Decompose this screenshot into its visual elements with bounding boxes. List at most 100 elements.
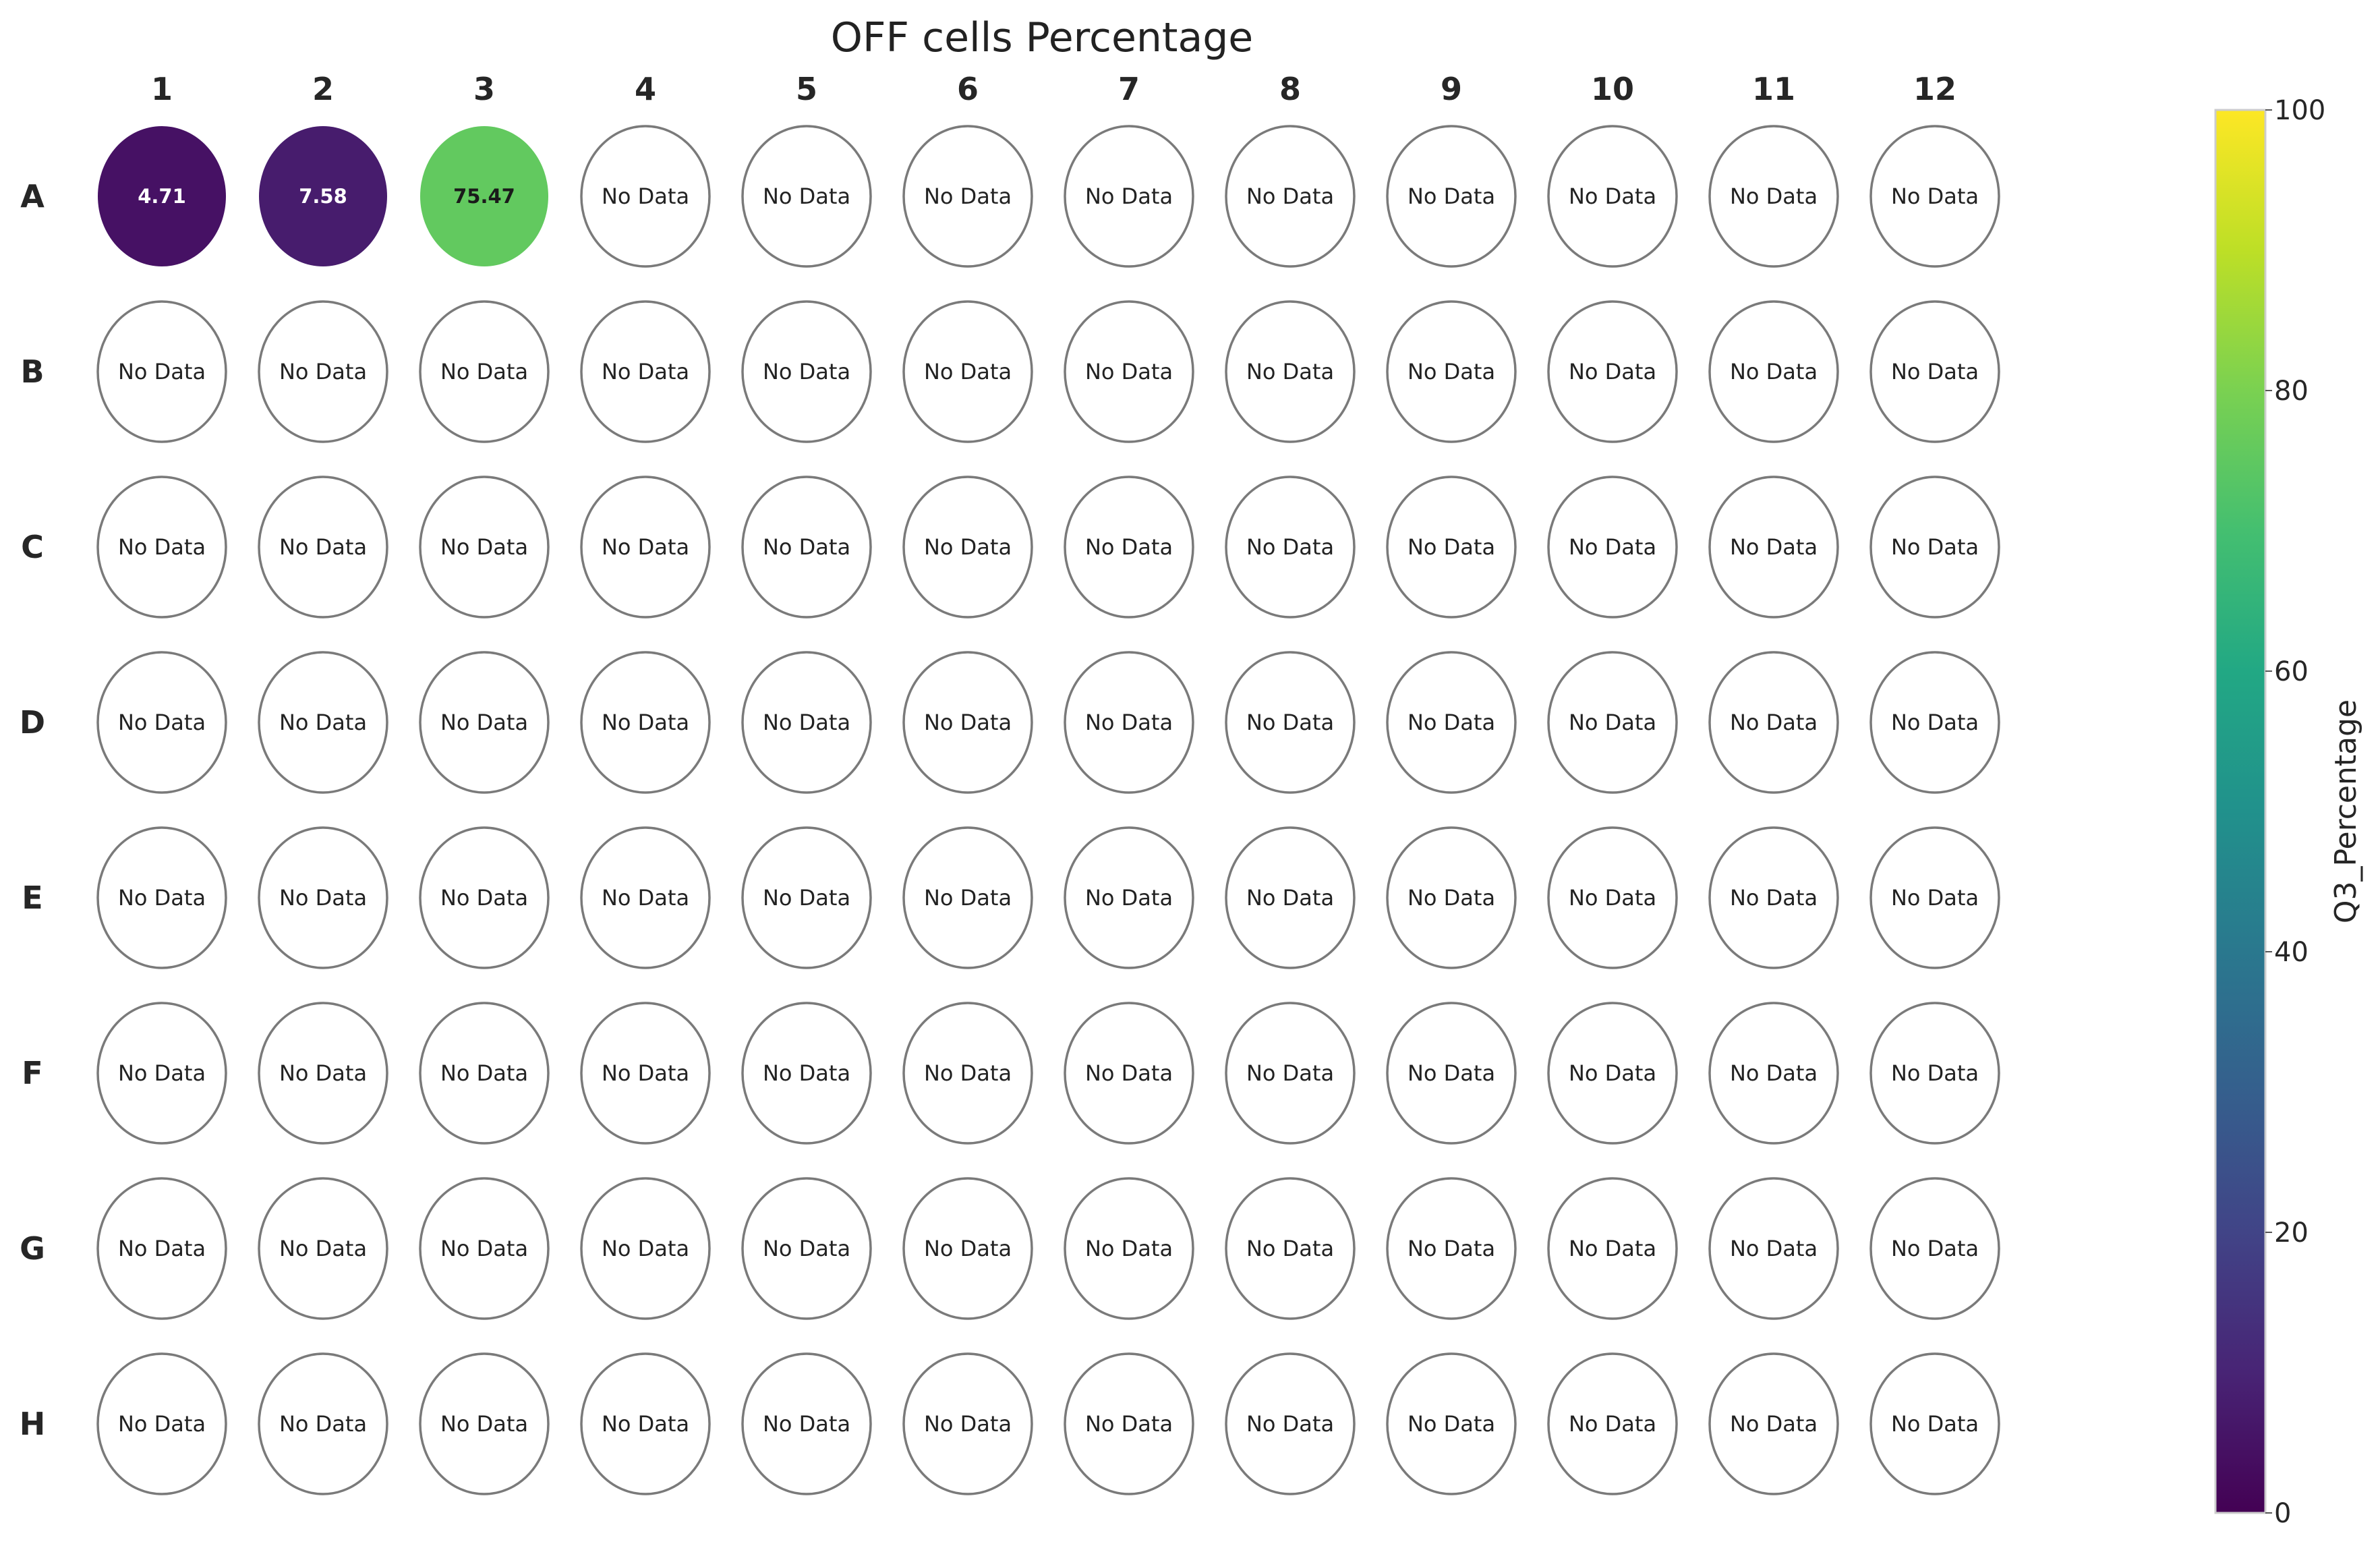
well-E11: No Data: [1708, 826, 1839, 969]
well-F3: No Data: [419, 1002, 550, 1145]
well-D12: No Data: [1869, 651, 2000, 794]
well-B8: No Data: [1225, 300, 1356, 443]
colorbar-label: Q3_Percentage: [2329, 699, 2363, 923]
no-data-label: No Data: [763, 1060, 850, 1086]
no-data-label: No Data: [763, 710, 850, 735]
well-circle: [741, 826, 872, 969]
well-H6: No Data: [902, 1352, 1033, 1495]
well-F4: No Data: [580, 1002, 711, 1145]
well-circle: [1225, 476, 1356, 619]
row-label: A: [20, 178, 45, 214]
well-B3: No Data: [419, 300, 550, 443]
well-circle: [1547, 1002, 1678, 1145]
well-A7: No Data: [1064, 125, 1194, 268]
well-circle: [741, 651, 872, 794]
well-circle: [580, 1352, 711, 1495]
column-label: 7: [1118, 71, 1140, 107]
well-circle: [1064, 476, 1194, 619]
no-data-label: No Data: [602, 1411, 689, 1437]
well-B1: No Data: [96, 300, 227, 443]
row-label: E: [22, 880, 42, 916]
well-circle: [1386, 1177, 1517, 1320]
no-data-label: No Data: [1569, 1236, 1656, 1261]
well-E8: No Data: [1225, 826, 1356, 969]
no-data-label: No Data: [1246, 359, 1334, 384]
well-F2: No Data: [258, 1002, 388, 1145]
well-circle: [419, 826, 550, 969]
well-H11: No Data: [1708, 1352, 1839, 1495]
well-circle: [1547, 826, 1678, 969]
row-label: C: [21, 529, 44, 565]
well-E3: No Data: [419, 826, 550, 969]
well-G10: No Data: [1547, 1177, 1678, 1320]
no-data-label: No Data: [1730, 359, 1818, 384]
no-data-label: No Data: [279, 1411, 367, 1437]
well-circle: [1225, 826, 1356, 969]
no-data-label: No Data: [602, 710, 689, 735]
well-circle: [1386, 826, 1517, 969]
no-data-label: No Data: [924, 359, 1012, 384]
row-label: F: [22, 1055, 42, 1091]
well-circle: [902, 651, 1033, 794]
well-circle: [902, 1002, 1033, 1145]
no-data-label: No Data: [118, 1060, 206, 1086]
no-data-label: No Data: [1085, 1060, 1173, 1086]
no-data-label: No Data: [602, 359, 689, 384]
no-data-label: No Data: [763, 1411, 850, 1437]
no-data-label: No Data: [440, 710, 528, 735]
well-circle: [580, 300, 711, 443]
well-B11: No Data: [1708, 300, 1839, 443]
colorbar-tick-label: 80: [2274, 376, 2309, 407]
no-data-label: No Data: [924, 710, 1012, 735]
colorbar-tick-label: 40: [2274, 937, 2309, 968]
no-data-label: No Data: [279, 359, 367, 384]
well-circle: [902, 1352, 1033, 1495]
no-data-label: No Data: [1569, 534, 1656, 560]
well-C11: No Data: [1708, 476, 1839, 619]
well-E4: No Data: [580, 826, 711, 969]
well-E5: No Data: [741, 826, 872, 969]
well-A6: No Data: [902, 125, 1033, 268]
well-circle: [1064, 1002, 1194, 1145]
no-data-label: No Data: [1569, 710, 1656, 735]
well-circle: [419, 476, 550, 619]
well-G11: No Data: [1708, 1177, 1839, 1320]
well-circle: [902, 125, 1033, 268]
colorbar-tick-label: 60: [2274, 656, 2309, 687]
well-circle: [1386, 125, 1517, 268]
well-value-label: 7.58: [299, 185, 347, 208]
column-label: 9: [1441, 71, 1462, 107]
well-circle: [258, 651, 388, 794]
no-data-label: No Data: [602, 183, 689, 209]
well-circle: [258, 1002, 388, 1145]
no-data-label: No Data: [1085, 1411, 1173, 1437]
well-circle: [1869, 1177, 2000, 1320]
no-data-label: No Data: [924, 885, 1012, 911]
no-data-label: No Data: [1730, 1060, 1818, 1086]
well-C2: No Data: [258, 476, 388, 619]
well-circle: [1225, 1177, 1356, 1320]
no-data-label: No Data: [118, 710, 206, 735]
well-circle: [741, 300, 872, 443]
no-data-label: No Data: [1407, 885, 1495, 911]
no-data-label: No Data: [1246, 534, 1334, 560]
no-data-label: No Data: [1246, 710, 1334, 735]
well-circle: [1708, 826, 1839, 969]
well-circle: [258, 476, 388, 619]
no-data-label: No Data: [440, 534, 528, 560]
well-circle: [258, 300, 388, 443]
well-circle: [1708, 1002, 1839, 1145]
well-C5: No Data: [741, 476, 872, 619]
no-data-label: No Data: [1891, 359, 1979, 384]
well-circle: [419, 651, 550, 794]
no-data-label: No Data: [763, 534, 850, 560]
well-circle: [1708, 651, 1839, 794]
no-data-label: No Data: [1407, 1236, 1495, 1261]
well-A5: No Data: [741, 125, 872, 268]
no-data-label: No Data: [924, 534, 1012, 560]
well-circle: [580, 125, 711, 268]
well-C8: No Data: [1225, 476, 1356, 619]
well-circle: [98, 126, 226, 266]
no-data-label: No Data: [1407, 1060, 1495, 1086]
no-data-label: No Data: [1407, 710, 1495, 735]
